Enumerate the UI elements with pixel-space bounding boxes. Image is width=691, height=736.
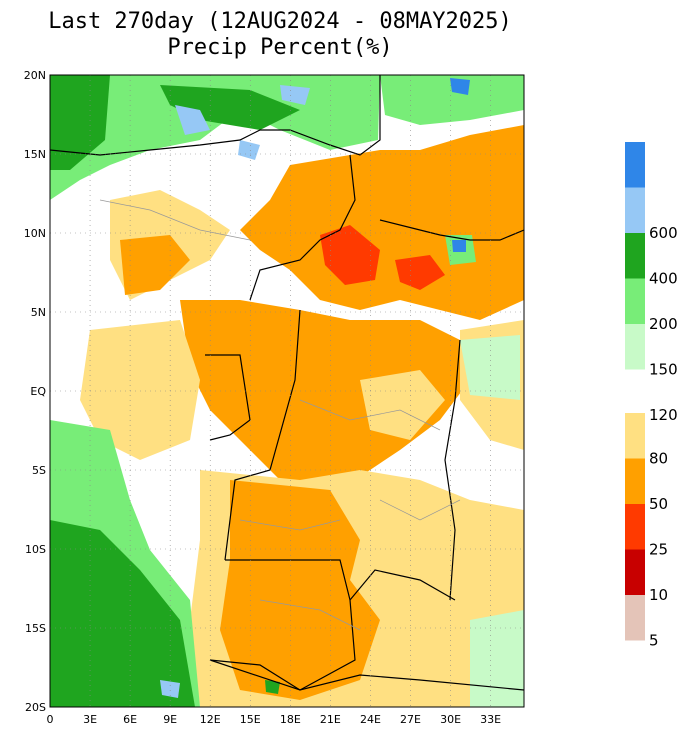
wet-extreme-southwest	[160, 680, 180, 698]
dry-light-mozambique	[400, 530, 480, 600]
legend-upper-swatch	[625, 142, 645, 188]
wet-light-east	[460, 335, 520, 400]
lon-tick-label: 18E	[280, 713, 301, 726]
map-grid	[50, 75, 524, 707]
wet-region-north	[50, 75, 380, 200]
legend-upper-swatch	[625, 187, 645, 233]
legend-lower-label: 25	[649, 541, 668, 559]
lat-tick-label: 15N	[24, 148, 46, 161]
legend-lower-label: 50	[649, 495, 668, 513]
chart-subtitle: Precip Percent(%)	[167, 35, 393, 60]
wet-extreme-north-1	[175, 105, 210, 135]
country-borders	[50, 75, 524, 691]
lon-tick-label: 15E	[240, 713, 261, 726]
legend-lower-swatch	[625, 413, 645, 459]
chart-title: Last 270day (12AUG2024 - 08MAY2025)	[48, 9, 512, 34]
lon-tick-label: 0	[47, 713, 54, 726]
lon-tick-label: 12E	[200, 713, 221, 726]
lat-tick-label: 15S	[25, 622, 46, 635]
lat-tick-label: 20N	[24, 69, 46, 82]
lon-tick-label: 24E	[360, 713, 381, 726]
lat-tick-label: 5S	[32, 464, 46, 477]
dry-region-angola-zambia	[220, 480, 380, 700]
dry-strong-chad-1	[320, 225, 380, 285]
legend-upper-label: 400	[649, 270, 678, 288]
legend-lower-label: 5	[649, 632, 659, 650]
lat-tick-label: 10N	[24, 227, 46, 240]
longitude-labels: 0 3E 6E 9E 12E 15E 18E 21E 24E 27E 30E 33E	[47, 713, 502, 726]
wet-strong-southwest	[50, 520, 195, 707]
legend-upper-swatch	[625, 324, 645, 370]
legend-upper-swatch	[625, 369, 645, 415]
wet-max-northeast	[450, 78, 470, 95]
wet-extreme-north-3	[238, 140, 260, 160]
legend-upper-swatch	[625, 233, 645, 279]
lon-tick-label: 3E	[83, 713, 97, 726]
wet-strong-northwest	[50, 75, 110, 170]
wet-strong-north-center	[160, 85, 300, 130]
lat-tick-label: 5N	[31, 306, 46, 319]
lon-tick-label: 9E	[163, 713, 177, 726]
legend-lower-swatch	[625, 504, 645, 550]
dry-region-central	[180, 300, 470, 500]
map-field	[50, 75, 524, 707]
wet-spot-south	[265, 680, 280, 694]
lon-tick-label: 27E	[400, 713, 421, 726]
legend-lower-label: 80	[649, 450, 668, 468]
lat-tick-label: EQ	[30, 385, 46, 398]
wet-region-northeast	[380, 75, 524, 125]
legend-lower-swatch	[625, 595, 645, 641]
map-frame	[49, 74, 525, 708]
lon-tick-label: 6E	[123, 713, 137, 726]
dry-mid-west	[120, 235, 190, 295]
admin-borders	[99, 199, 461, 631]
dry-region-sahel	[240, 125, 524, 320]
legend-upper-label: 600	[649, 224, 678, 242]
legend-upper-label: 150	[649, 361, 678, 379]
legend-upper-label: 200	[649, 315, 678, 333]
lat-tick-label: 10S	[25, 543, 46, 556]
legend-lower-label: 10	[649, 586, 668, 604]
legend-lower-swatch	[625, 458, 645, 504]
wet-max-spot-sudan	[452, 240, 466, 252]
legend-upper-swatch	[625, 278, 645, 324]
wet-light-southeast	[470, 610, 524, 707]
lon-tick-label: 21E	[320, 713, 341, 726]
lon-tick-label: 33E	[480, 713, 501, 726]
dry-strong-chad-2	[395, 255, 445, 290]
legend-upper-label: 120	[649, 406, 678, 424]
lat-tick-label: 20S	[25, 701, 46, 714]
lon-tick-label: 30E	[440, 713, 461, 726]
wet-extreme-north-2	[280, 85, 310, 105]
legend-lower-swatch	[625, 549, 645, 595]
color-legend: 600 400 200 150 120 80 50 25 10 5	[625, 142, 678, 650]
dry-light-east-central	[360, 370, 445, 440]
latitude-labels: 20N 15N 10N 5N EQ 5S 10S 15S 20S	[24, 69, 47, 714]
